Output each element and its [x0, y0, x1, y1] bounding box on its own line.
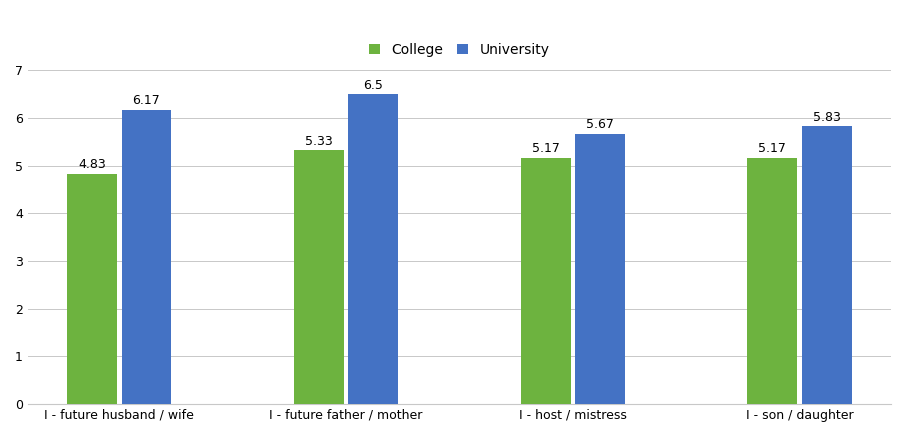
Bar — [67, 174, 117, 404]
Text: 4.83: 4.83 — [78, 158, 106, 171]
Text: 6.17: 6.17 — [132, 94, 160, 108]
Bar — [521, 158, 571, 404]
Text: 5.67: 5.67 — [586, 118, 614, 132]
Text: 5.33: 5.33 — [305, 135, 333, 148]
Bar — [348, 94, 399, 404]
Legend: College, University: College, University — [364, 37, 555, 62]
Text: 5.17: 5.17 — [532, 142, 560, 155]
Bar — [121, 110, 171, 404]
Text: 5.17: 5.17 — [758, 142, 786, 155]
Bar — [575, 134, 625, 404]
Bar — [802, 126, 852, 404]
Bar — [747, 158, 797, 404]
Text: 6.5: 6.5 — [363, 79, 383, 92]
Text: 5.83: 5.83 — [813, 111, 841, 124]
Bar — [294, 150, 343, 404]
